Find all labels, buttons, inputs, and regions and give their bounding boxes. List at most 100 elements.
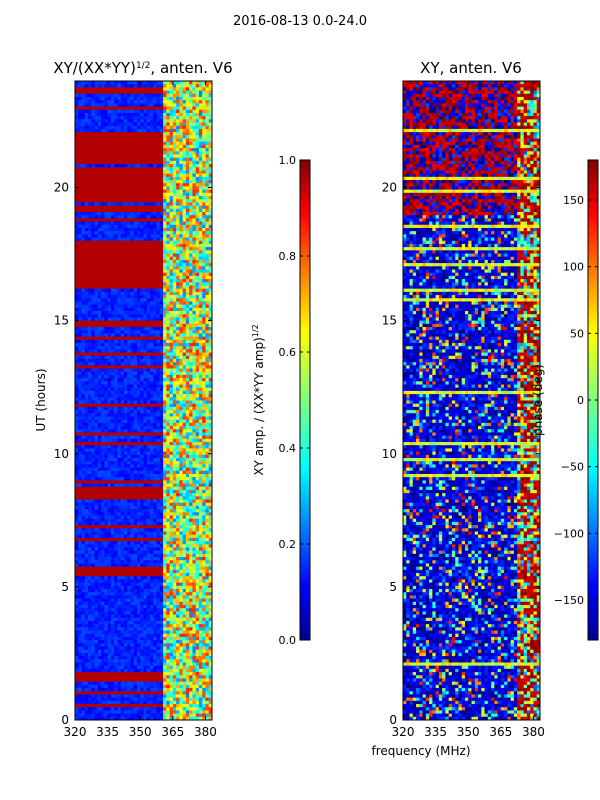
- heatmap-cell: [107, 221, 112, 226]
- heatmap-cell: [78, 112, 83, 117]
- heatmap-cell: [91, 141, 96, 146]
- heatmap-cell: [88, 154, 92, 159]
- heatmap-cell: [172, 342, 177, 347]
- heatmap-cell: [172, 371, 177, 376]
- heatmap-cell: [120, 141, 125, 146]
- heatmap-cell: [146, 365, 151, 370]
- heatmap-cell: [146, 458, 151, 462]
- heatmap-cell: [91, 413, 96, 418]
- heatmap-cell: [110, 183, 115, 188]
- heatmap-cell: [202, 282, 207, 287]
- heatmap-cell: [150, 189, 154, 194]
- heatmap-cell: [185, 266, 190, 271]
- heatmap-cell: [146, 403, 151, 408]
- heatmap-cell: [136, 173, 141, 178]
- heatmap-cell: [101, 275, 105, 280]
- heatmap-cell: [123, 231, 128, 235]
- heatmap-cell: [91, 285, 96, 290]
- heatmap-cell: [120, 330, 125, 335]
- heatmap-cell: [127, 167, 132, 172]
- heatmap-cell: [153, 218, 158, 223]
- heatmap-cell: [163, 135, 167, 140]
- heatmap-cell: [182, 451, 187, 456]
- heatmap-cell: [169, 167, 174, 172]
- heatmap-cell: [189, 426, 194, 430]
- heatmap-cell: [172, 231, 177, 235]
- heatmap-cell: [182, 336, 187, 341]
- heatmap-cell: [182, 221, 187, 226]
- heatmap-cell: [114, 189, 119, 194]
- heatmap-cell: [179, 429, 184, 434]
- heatmap-cell: [81, 90, 86, 95]
- heatmap-cell: [182, 227, 187, 232]
- heatmap-cell: [97, 451, 102, 456]
- heatmap-cell: [172, 291, 177, 296]
- heatmap-cell: [127, 330, 132, 335]
- heatmap-cell: [182, 413, 187, 418]
- heatmap-cell: [75, 387, 79, 392]
- heatmap-cell: [198, 112, 203, 117]
- heatmap-cell: [150, 269, 154, 274]
- heatmap-cell: [120, 116, 125, 120]
- heatmap-cell: [120, 224, 125, 229]
- heatmap-cell: [166, 237, 171, 242]
- heatmap-cell: [91, 231, 96, 235]
- heatmap-cell: [198, 416, 203, 421]
- heatmap-cell: [192, 266, 197, 271]
- heatmap-cell: [192, 247, 197, 251]
- heatmap-cell: [156, 160, 161, 165]
- heatmap-cell: [114, 208, 119, 213]
- heatmap-cell: [179, 109, 184, 114]
- heatmap-cell: [185, 275, 190, 280]
- heatmap-cell: [182, 314, 187, 319]
- heatmap-cell: [172, 84, 177, 88]
- heatmap-cell: [114, 291, 119, 296]
- heatmap-cell: [189, 154, 194, 159]
- heatmap-cell: [101, 323, 105, 328]
- heatmap-cell: [123, 202, 128, 207]
- heatmap-cell: [172, 263, 177, 267]
- heatmap-cell: [172, 176, 177, 181]
- heatmap-cell: [159, 180, 164, 184]
- heatmap-cell: [172, 234, 177, 239]
- heatmap-cell: [205, 365, 210, 370]
- heatmap-cell: [133, 394, 138, 398]
- heatmap-cell: [78, 211, 83, 216]
- heatmap-cell: [192, 259, 197, 264]
- heatmap-cell: [114, 355, 119, 360]
- heatmap-cell: [156, 196, 161, 200]
- heatmap-cell: [130, 90, 135, 95]
- heatmap-cell: [120, 103, 125, 108]
- heatmap-cell: [205, 352, 210, 357]
- heatmap-cell: [189, 250, 194, 255]
- heatmap-cell: [189, 429, 194, 434]
- heatmap-cell: [120, 432, 125, 437]
- heatmap-cell: [159, 167, 164, 172]
- heatmap-cell: [136, 234, 141, 239]
- heatmap-cell: [127, 432, 132, 437]
- heatmap-cell: [84, 410, 89, 414]
- heatmap-cell: [81, 419, 86, 424]
- heatmap-cell: [198, 202, 203, 207]
- heatmap-cell: [192, 416, 197, 421]
- heatmap-cell: [136, 352, 141, 357]
- heatmap-cell: [78, 81, 83, 85]
- heatmap-cell: [101, 282, 105, 287]
- heatmap-cell: [176, 87, 180, 92]
- heatmap-cell: [205, 298, 210, 303]
- heatmap-cell: [136, 259, 141, 264]
- heatmap-cell: [208, 224, 212, 229]
- heatmap-cell: [120, 333, 125, 338]
- heatmap-cell: [110, 173, 115, 178]
- heatmap-cell: [81, 141, 86, 146]
- heatmap-cell: [153, 237, 158, 242]
- heatmap-cell: [133, 435, 138, 440]
- heatmap-cell: [97, 112, 102, 117]
- heatmap-cell: [205, 151, 210, 156]
- heatmap-cell: [84, 419, 89, 424]
- heatmap-cell: [127, 314, 132, 319]
- heatmap-cell: [176, 180, 180, 184]
- heatmap-cell: [84, 282, 89, 287]
- heatmap-cell: [101, 157, 105, 162]
- heatmap-cell: [75, 122, 79, 127]
